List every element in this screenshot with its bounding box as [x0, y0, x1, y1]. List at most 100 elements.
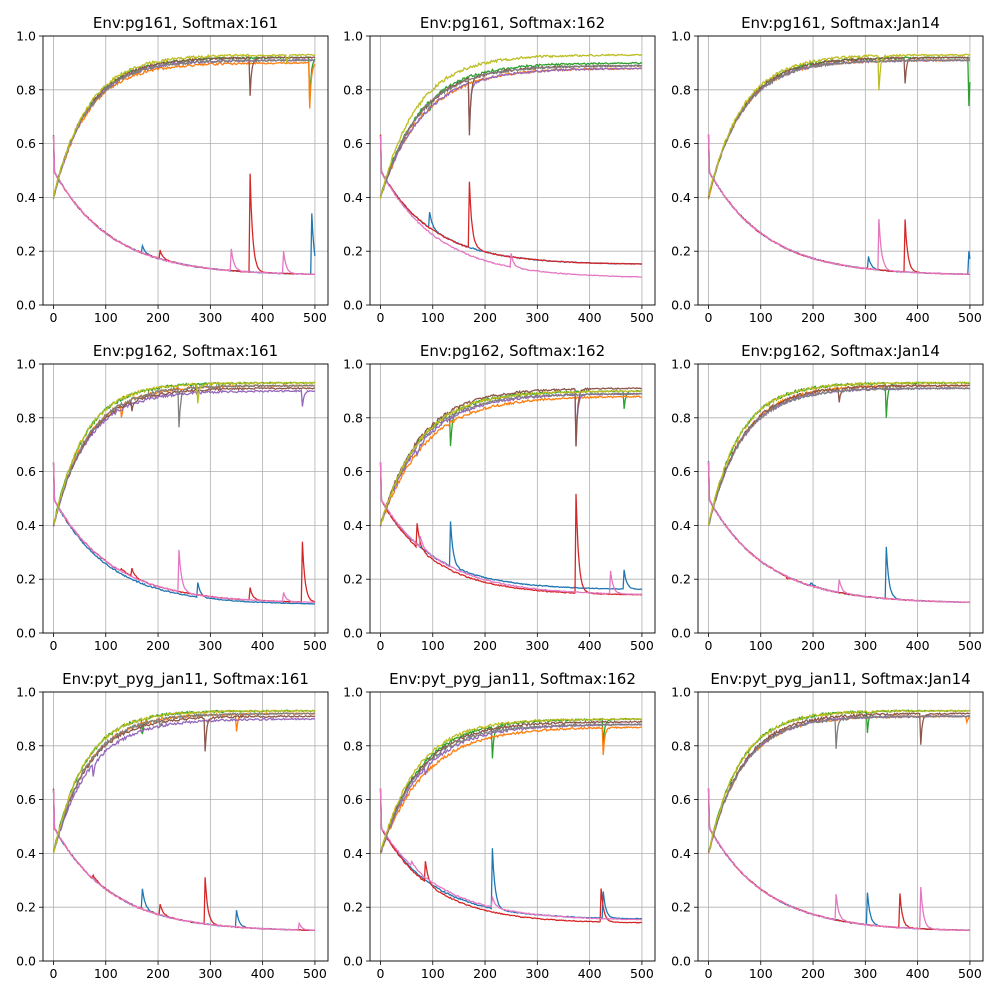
y-tick-label: 0.0: [671, 298, 691, 313]
series-line: [379, 135, 642, 278]
series-line: [52, 789, 315, 932]
x-tick-label: 200: [146, 638, 170, 653]
series-line: [52, 462, 316, 605]
series-line: [379, 462, 643, 596]
x-tick-label: 400: [578, 966, 602, 981]
series-group: [379, 717, 643, 924]
x-tick-label: 300: [525, 966, 549, 981]
y-tick-label: 0.6: [16, 792, 36, 807]
y-tick-label: 0.4: [16, 190, 36, 205]
x-tick-label: 400: [251, 638, 275, 653]
series-line: [379, 461, 642, 596]
x-tick-label: 100: [749, 966, 773, 981]
y-tick-label: 0.6: [671, 464, 691, 479]
x-tick-label: 300: [198, 310, 222, 325]
x-tick-label: 0: [704, 638, 712, 653]
y-tick-label: 0.8: [671, 410, 691, 425]
x-tick-label: 300: [198, 966, 222, 981]
y-tick-label: 0.2: [16, 572, 36, 587]
x-tick-label: 0: [376, 638, 384, 653]
x-tick-label: 100: [421, 638, 445, 653]
subplot: Env:pg161, Softmax:162 0 100 200 300 400 500 0.…: [343, 14, 656, 325]
x-tick-label: 400: [906, 310, 930, 325]
y-tick-label: 0.2: [671, 244, 691, 259]
y-tick-label: 0.6: [671, 792, 691, 807]
y-tick-label: 0.4: [671, 190, 691, 205]
subplot-title: Env:pg162, Softmax:Jan14: [741, 342, 940, 360]
y-tick-label: 0.8: [343, 410, 363, 425]
series-line: [707, 58, 971, 197]
y-tick-label: 0.0: [343, 626, 363, 641]
axes-frame: [369, 691, 656, 962]
y-tick-label: 0.6: [343, 136, 363, 151]
series-line: [379, 723, 643, 852]
series-group: [707, 709, 971, 932]
x-tick-label: 100: [94, 638, 118, 653]
x-tick-label: 100: [421, 310, 445, 325]
x-tick-label: 500: [303, 638, 327, 653]
subplot: Env:pg162, Softmax:Jan14 0 100 200 300 400 500…: [671, 342, 984, 653]
series-line: [52, 135, 315, 276]
subplot: Env:pg162, Softmax:161 0 100 200 300 400 500 0.…: [16, 342, 329, 653]
axes-frame: [42, 363, 329, 634]
y-tick-label: 0.4: [343, 518, 363, 533]
x-tick-label: 300: [853, 310, 877, 325]
series-line: [707, 381, 971, 526]
y-tick-label: 0.0: [16, 626, 36, 641]
x-tick-label: 0: [704, 966, 712, 981]
axes-frame: [697, 691, 984, 962]
subplot-title: Env:pg162, Softmax:161: [93, 342, 278, 360]
x-tick-label: 300: [853, 966, 877, 981]
subplot-grid: Env:pg161, Softmax:161 0 100 200 300 400 500 0.…: [16, 14, 984, 981]
series-line: [379, 67, 643, 198]
series-line: [379, 788, 643, 924]
series-line: [52, 386, 316, 526]
axes-frame: [697, 363, 984, 634]
subplot: Env:pyt_pyg_jan11, Softmax:162 0 100 200 300…: [343, 670, 656, 981]
x-tick-label: 100: [94, 966, 118, 981]
series-line: [707, 53, 971, 196]
y-tick-label: 0.6: [343, 792, 363, 807]
x-tick-label: 500: [303, 310, 327, 325]
series-group: [707, 381, 971, 604]
x-tick-label: 0: [704, 310, 712, 325]
y-tick-label: 0.0: [671, 954, 691, 969]
series-group: [379, 53, 643, 278]
series-group: [52, 53, 316, 276]
x-tick-label: 0: [49, 966, 57, 981]
x-tick-label: 200: [801, 638, 825, 653]
x-tick-label: 200: [801, 310, 825, 325]
x-tick-label: 500: [303, 966, 327, 981]
x-tick-label: 300: [198, 638, 222, 653]
series-line: [52, 53, 316, 199]
x-tick-label: 500: [958, 310, 982, 325]
subplot: Env:pyt_pyg_jan11, Softmax:161 0 100 200 300…: [16, 670, 329, 981]
y-tick-label: 0.0: [343, 298, 363, 313]
series-line: [379, 389, 643, 525]
series-line: [380, 64, 643, 197]
y-tick-label: 0.4: [343, 846, 363, 861]
y-tick-label: 0.8: [343, 82, 363, 97]
x-tick-label: 100: [94, 310, 118, 325]
series-line: [379, 53, 643, 200]
y-tick-label: 0.4: [16, 846, 36, 861]
x-tick-label: 200: [146, 310, 170, 325]
subplot-title: Env:pg161, Softmax:162: [420, 14, 605, 32]
series-line: [707, 788, 970, 932]
x-tick-label: 400: [251, 966, 275, 981]
subplot: Env:pg162, Softmax:162 0 100 200 300 400 500 0.…: [343, 342, 656, 653]
series-line: [52, 714, 316, 852]
y-tick-label: 1.0: [16, 685, 36, 700]
y-tick-label: 0.4: [671, 518, 691, 533]
series-line: [379, 717, 643, 851]
subplot: Env:pyt_pyg_jan11, Softmax:Jan14 0 100 200 3…: [671, 670, 984, 981]
y-tick-label: 0.8: [343, 738, 363, 753]
series-line: [379, 395, 642, 524]
x-tick-label: 100: [749, 310, 773, 325]
y-tick-label: 0.2: [671, 572, 691, 587]
series-line: [52, 61, 316, 198]
y-tick-label: 0.2: [16, 244, 36, 259]
series-line: [52, 381, 316, 525]
